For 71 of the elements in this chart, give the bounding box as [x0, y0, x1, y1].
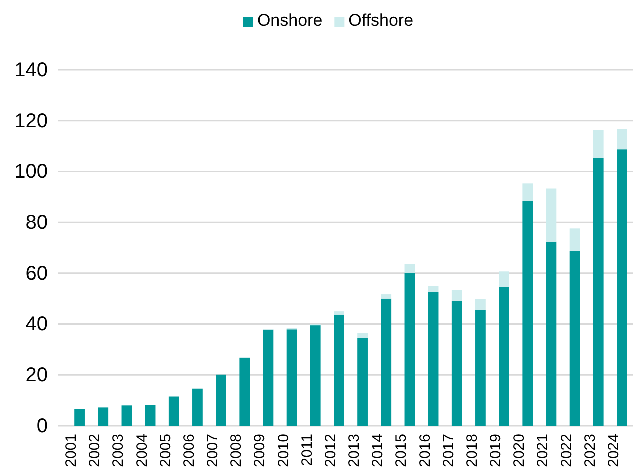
- bar: [476, 299, 486, 310]
- y-tick-label: 20: [26, 364, 48, 387]
- bar: [404, 272, 416, 426]
- x-tick-label: 2022: [558, 434, 576, 468]
- x-tick-label: 2011: [298, 434, 316, 466]
- bar: [476, 310, 486, 426]
- bar: [334, 314, 344, 426]
- bar: [499, 272, 510, 288]
- y-tick-label: 80: [26, 212, 48, 234]
- y-tick-label: 140: [14, 59, 48, 82]
- bar: [168, 396, 180, 426]
- y-tick-label: 40: [26, 314, 48, 336]
- bar: [452, 301, 462, 426]
- bar: [570, 251, 580, 426]
- x-tick-label: 2010: [275, 434, 292, 468]
- bar: [334, 312, 344, 315]
- bar: [358, 333, 368, 338]
- bar: [452, 290, 462, 302]
- x-tick-label: 2019: [488, 434, 505, 468]
- bar: [546, 188, 557, 242]
- bar: [522, 201, 534, 426]
- bar: [570, 228, 580, 252]
- x-tick-label: 2013: [346, 434, 364, 468]
- bar: [192, 388, 203, 426]
- bar: [240, 358, 250, 426]
- x-tick-label: 2001: [63, 434, 80, 468]
- x-tick-label: 2024: [605, 434, 622, 468]
- bar: [593, 158, 604, 426]
- x-tick-label: 2015: [393, 434, 410, 468]
- x-tick-label: 2002: [86, 434, 104, 468]
- x-tick-label: 2023: [582, 434, 599, 468]
- bar: [381, 298, 392, 426]
- bar: [263, 330, 274, 426]
- bar: [546, 242, 557, 426]
- x-tick-label: 2005: [157, 434, 174, 468]
- bar: [216, 374, 226, 426]
- bar: [522, 184, 534, 202]
- x-tick-label: 2016: [416, 434, 434, 468]
- bar: [593, 130, 604, 158]
- x-tick-label: 2006: [180, 434, 198, 468]
- legend-label: Onshore: [257, 11, 323, 30]
- legend-label: Offshore: [348, 11, 414, 30]
- x-tick-label: 2012: [322, 434, 340, 468]
- bar: [428, 292, 439, 426]
- x-tick-label: 2014: [370, 434, 387, 468]
- y-tick-label: 60: [26, 262, 48, 285]
- bar: [122, 406, 132, 426]
- bar: [310, 326, 321, 426]
- bar: [381, 294, 392, 299]
- y-tick-label: 120: [14, 110, 48, 132]
- bar: [617, 150, 628, 426]
- x-tick-label: 2017: [440, 434, 458, 468]
- x-tick-label: 2008: [228, 434, 246, 468]
- x-tick-label: 2007: [204, 434, 222, 468]
- y-tick-label: 0: [36, 415, 48, 438]
- bar: [145, 405, 156, 426]
- x-tick-label: 2003: [110, 434, 128, 468]
- bar: [358, 338, 368, 426]
- bar: [74, 409, 85, 426]
- bar: [617, 129, 628, 150]
- y-tick-label: 100: [14, 161, 48, 184]
- bar: [428, 286, 439, 292]
- bar: [499, 287, 510, 426]
- x-tick-label: 2018: [464, 434, 481, 468]
- x-tick-label: 2009: [252, 434, 269, 468]
- x-tick-label: 2021: [534, 434, 552, 468]
- x-tick-label: 2020: [511, 434, 528, 468]
- bar: [98, 408, 109, 426]
- x-tick-label: 2004: [134, 434, 151, 468]
- bar: [404, 264, 416, 273]
- bar: [286, 330, 298, 426]
